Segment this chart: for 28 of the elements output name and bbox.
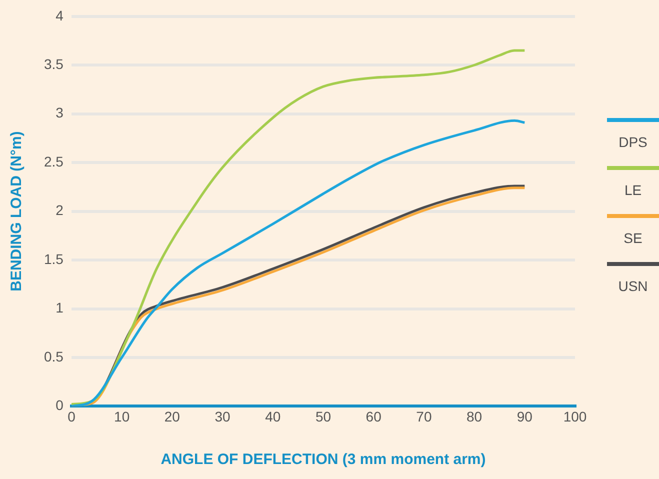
x-tick-label: 10 bbox=[114, 408, 130, 424]
y-tick-label: 2 bbox=[56, 202, 64, 218]
legend-label: LE bbox=[623, 182, 643, 198]
y-tick-label: 3 bbox=[56, 104, 64, 121]
x-tick-label: 40 bbox=[265, 408, 281, 424]
x-tick-label: 30 bbox=[214, 408, 231, 424]
x-tick-label: 70 bbox=[416, 408, 432, 424]
x-tick-label: 60 bbox=[366, 408, 382, 424]
x-tick-label: 0 bbox=[68, 408, 76, 424]
legend-label: DPS bbox=[618, 134, 648, 150]
y-tick-label: 0 bbox=[56, 397, 64, 414]
y-tick-label: 1.5 bbox=[44, 250, 64, 267]
legend-label: SE bbox=[622, 230, 644, 246]
y-tick-label: 2.5 bbox=[44, 153, 64, 170]
y-tick-label: 4 bbox=[56, 7, 64, 24]
line-series bbox=[71, 119, 526, 406]
y-tick-label: 1 bbox=[56, 300, 64, 316]
x-tick-label: 80 bbox=[466, 408, 482, 424]
x-tick-label: 90 bbox=[516, 408, 533, 424]
x-tick-label: 50 bbox=[315, 408, 332, 424]
y-tick-label: 3.5 bbox=[44, 56, 64, 72]
y-axis-title: BENDING LOAD (N°m) bbox=[8, 131, 26, 292]
x-tick-label: 100 bbox=[563, 408, 587, 424]
line-series bbox=[71, 49, 526, 406]
x-axis-title: ANGLE OF DEFLECTION (3 mm moment arm) bbox=[160, 451, 486, 468]
x-tick-label: 20 bbox=[164, 408, 180, 424]
legend-label: USN bbox=[617, 278, 649, 294]
y-tick-label: 0.5 bbox=[44, 348, 64, 364]
